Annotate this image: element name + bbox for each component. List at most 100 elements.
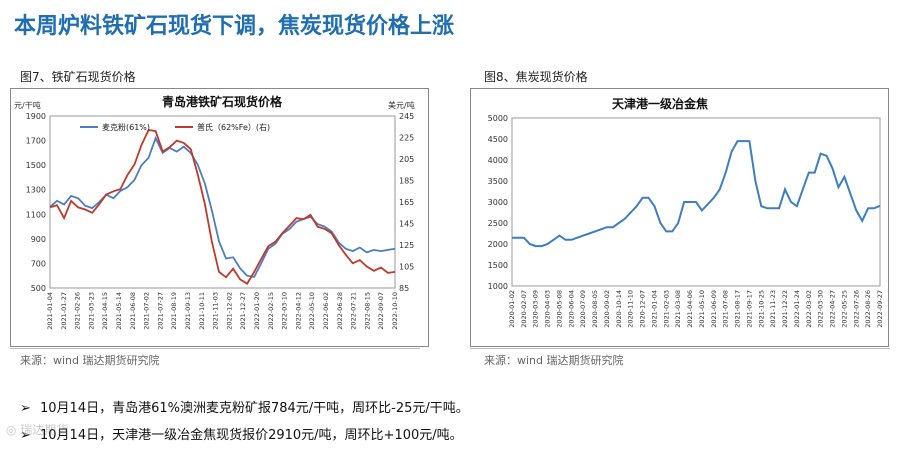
right-figure-label: 图8、焦炭现货价格 [484, 70, 588, 84]
y-right-tick: 185 [399, 177, 414, 186]
series-line-platts [49, 129, 396, 285]
iron-ore-chart-svg: 青岛港铁矿石现货价格 元/干吨 美元/吨 1900 1700 1500 1300 1100 90… [10, 88, 429, 347]
y-right-tick: 85 [399, 284, 409, 293]
y-left-tick: 1700 [26, 137, 46, 146]
page-title: 本周炉料铁矿石现货下调，焦炭现货价格上涨 [14, 14, 455, 39]
y-left-tick: 500 [31, 284, 46, 293]
y-left-unit: 元/干吨 [14, 100, 41, 110]
x-tick: 2021-04-15 [101, 292, 109, 330]
coke-chart: 天津港一级冶金焦 5000 4500 4000 3500 3000 2500 2000 1500… [470, 88, 890, 352]
x-tick: 2022-08-26 [864, 290, 872, 328]
x-tick: 2021-06-08 [129, 292, 137, 330]
x-tick: 2021-07-02 [143, 292, 151, 330]
x-tick: 2022-06-02 [322, 292, 330, 330]
series-line-mac-fines [49, 135, 396, 278]
x-tick: 2021-03-23 [87, 292, 95, 330]
x-tick: 2022-05-10 [308, 292, 316, 330]
right-source: 来源：wind 瑞达期货研究院 [484, 354, 624, 367]
x-tick: 2021-07-08 [722, 290, 730, 328]
x-tick: 2021-09-17 [745, 290, 753, 328]
y-tick: 1000 [488, 282, 508, 291]
bullet-arrow-icon: ➢ [20, 401, 31, 416]
x-tick: 2021-10-11 [198, 292, 206, 330]
watermark-logo: ◎ 瑞达期货 [6, 423, 69, 437]
x-tick: 2021-05-14 [115, 292, 123, 330]
x-tick: 2022-02-15 [267, 292, 275, 330]
y-right-tick: 205 [399, 155, 414, 164]
x-tick: 2021-06-09 [710, 290, 718, 328]
x-tick: 2022-04-27 [829, 290, 837, 328]
x-tick: 2021-07-27 [156, 292, 164, 330]
x-tick: 2021-02-03 [662, 290, 670, 328]
x-tick: 2022-04-12 [294, 292, 302, 330]
x-tick: 2020-07-09 [579, 290, 587, 328]
x-tick: 2020-11-10 [627, 290, 635, 328]
x-tick: 2021-08-17 [734, 290, 742, 328]
x-tick: 2020-04-03 [544, 290, 552, 328]
y-tick: 5000 [488, 114, 508, 123]
x-tick: 2022-01-24 [793, 290, 801, 328]
x-tick: 2020-09-02 [603, 290, 611, 328]
x-tick: 2021-10-25 [757, 290, 765, 328]
y-left-tick: 1500 [26, 161, 46, 170]
y-right-tick: 165 [399, 198, 414, 207]
x-tick: 2022-06-28 [336, 292, 344, 330]
y-tick: 2000 [488, 240, 508, 249]
y-tick: 4000 [488, 156, 508, 165]
x-tick: 2020-06-04 [567, 290, 575, 328]
bullet-coke: ➢ 10月14日，天津港一级冶金焦现货报价2910元/吨，周环比+100元/吨。 [20, 424, 463, 443]
x-tick: 2021-11-23 [769, 290, 777, 328]
y-right-unit: 美元/吨 [388, 100, 415, 110]
series-line-coke [512, 140, 881, 248]
bullet-iron-ore-text: 10月14日，青岛港61%澳洲麦克粉矿报784元/干吨，周环比-25元/干吨。 [40, 401, 469, 416]
x-tick: 2021-12-27 [239, 292, 247, 330]
x-tick: 2021-12-22 [781, 290, 789, 328]
x-tick: 2021-04-06 [686, 290, 694, 328]
x-tick: 2022-05-25 [840, 290, 848, 328]
right-source-divider [470, 348, 890, 349]
iron-ore-chart: 青岛港铁矿石现货价格 元/干吨 美元/吨 1900 1700 1500 1300 1100 90… [10, 88, 430, 352]
y-right-tick: 225 [399, 134, 414, 143]
x-tick: 2021-11-03 [212, 292, 220, 330]
x-tick: 2021-09-13 [184, 292, 192, 330]
bullet-iron-ore: ➢ 10月14日，青岛港61%澳洲麦克粉矿报784元/干吨，周环比-25元/干吨。 [20, 397, 469, 416]
left-source-divider [10, 348, 420, 349]
plot-area [49, 115, 396, 289]
y-left-tick: 700 [31, 259, 46, 268]
x-tick: 2021-01-27 [60, 292, 68, 330]
left-source: 来源：wind 瑞达期货研究院 [20, 354, 160, 367]
y-left-tick: 1300 [26, 186, 46, 195]
y-tick: 3500 [488, 177, 508, 186]
chart-title: 青岛港铁矿石现货价格 [162, 94, 283, 109]
x-tick: 2020-01-02 [508, 290, 516, 328]
chart-frame [10, 88, 429, 347]
x-tick: 2021-12-02 [225, 292, 233, 330]
x-tick: 2022-03-10 [281, 292, 289, 330]
x-tick: 2022-09-07 [377, 292, 385, 330]
y-tick: 4500 [488, 135, 508, 144]
x-tick: 2021-01-04 [650, 290, 658, 328]
x-tick: 2021-03-08 [674, 290, 682, 328]
y-tick: 3000 [488, 198, 508, 207]
chart-title: 天津港一级冶金焦 [612, 96, 708, 111]
legend-label: 普氏（62%Fe）(右) [197, 122, 270, 132]
y-left-tick: 900 [31, 235, 46, 244]
y-right-tick: 245 [399, 112, 414, 121]
bullet-coke-text: 10月14日，天津港一级冶金焦现货报价2910元/吨，周环比+100元/吨。 [40, 428, 463, 443]
x-tick: 2022-01-20 [253, 292, 261, 330]
x-tick: 2022-08-15 [363, 292, 371, 330]
y-tick: 2500 [488, 219, 508, 228]
x-tick: 2022-09-27 [876, 290, 884, 328]
x-tick: 2021-05-10 [698, 290, 706, 328]
y-left-tick: 1900 [26, 112, 46, 121]
x-tick: 2020-08-05 [591, 290, 599, 328]
y-right-tick: 125 [399, 241, 414, 250]
bullet-arrow-icon: ➢ [20, 428, 31, 443]
y-left-tick: 1100 [26, 210, 46, 219]
x-tick: 2022-07-26 [852, 290, 860, 328]
x-tick: 2022-03-02 [805, 290, 813, 328]
y-tick: 1500 [488, 261, 508, 270]
y-right-tick: 105 [399, 263, 414, 272]
x-tick: 2020-10-14 [615, 290, 623, 328]
x-tick: 2022-10-10 [391, 292, 399, 330]
